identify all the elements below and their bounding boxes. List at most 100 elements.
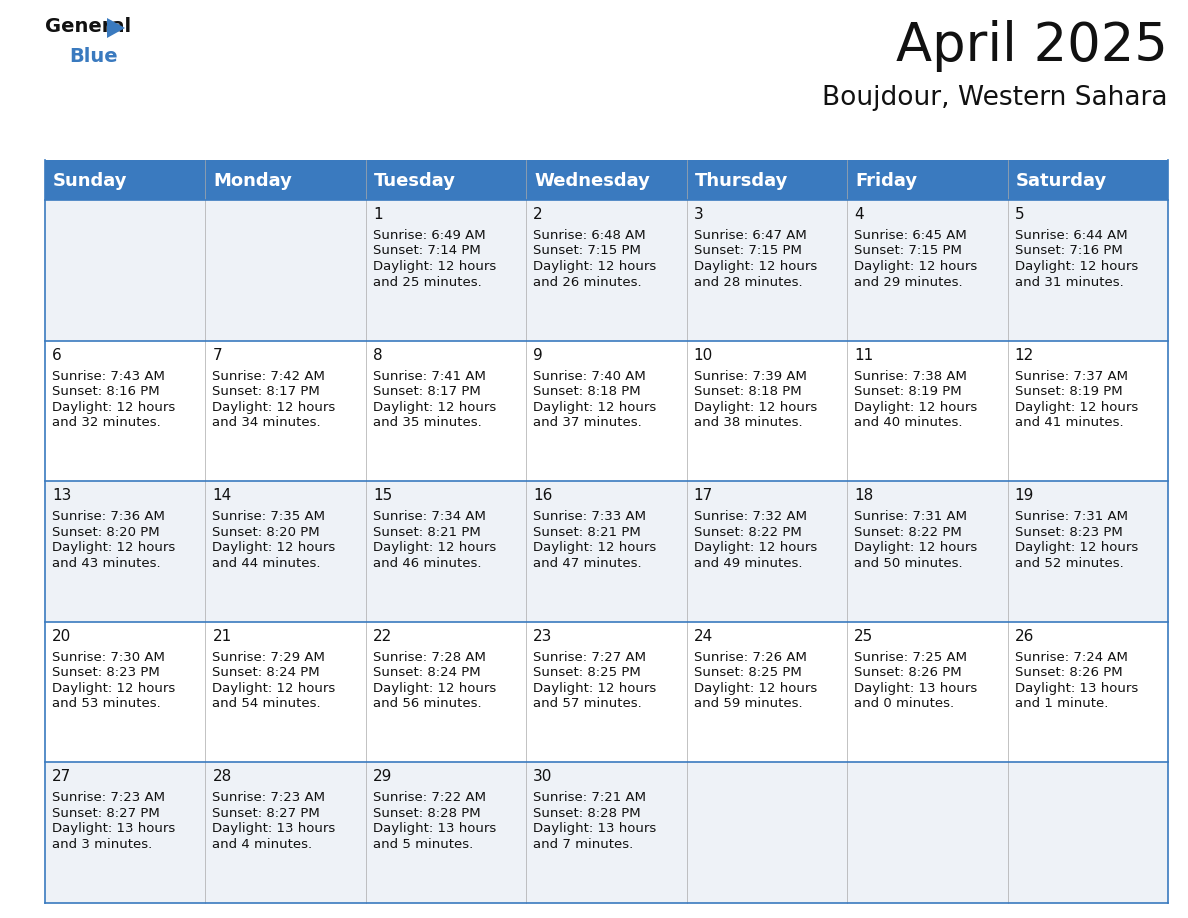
Text: Daylight: 12 hours: Daylight: 12 hours [1015,400,1138,414]
Text: Daylight: 12 hours: Daylight: 12 hours [213,400,336,414]
Text: 14: 14 [213,488,232,503]
Text: 13: 13 [52,488,71,503]
Text: Daylight: 12 hours: Daylight: 12 hours [52,542,176,554]
Text: Daylight: 12 hours: Daylight: 12 hours [373,260,497,273]
Text: Sunset: 8:22 PM: Sunset: 8:22 PM [694,526,802,539]
Text: Sunset: 8:26 PM: Sunset: 8:26 PM [1015,666,1123,679]
Text: and 0 minutes.: and 0 minutes. [854,698,954,711]
Text: and 50 minutes.: and 50 minutes. [854,556,962,570]
Text: Daylight: 12 hours: Daylight: 12 hours [213,542,336,554]
Text: and 1 minute.: and 1 minute. [1015,698,1108,711]
Text: 26: 26 [1015,629,1034,644]
Text: Sunset: 8:23 PM: Sunset: 8:23 PM [52,666,159,679]
Text: Sunset: 8:25 PM: Sunset: 8:25 PM [694,666,802,679]
Text: Daylight: 13 hours: Daylight: 13 hours [1015,682,1138,695]
Text: Saturday: Saturday [1016,172,1107,190]
Text: Thursday: Thursday [695,172,788,190]
Text: Sunrise: 7:39 AM: Sunrise: 7:39 AM [694,370,807,383]
Text: Sunrise: 7:26 AM: Sunrise: 7:26 AM [694,651,807,664]
Text: Sunset: 8:27 PM: Sunset: 8:27 PM [52,807,159,820]
Text: Sunset: 8:21 PM: Sunset: 8:21 PM [373,526,481,539]
Bar [45,481,1168,621]
Text: 28: 28 [213,769,232,784]
Text: and 44 minutes.: and 44 minutes. [213,556,321,570]
Text: Daylight: 13 hours: Daylight: 13 hours [213,823,336,835]
Text: Sunset: 8:18 PM: Sunset: 8:18 PM [694,385,802,398]
Text: Sunset: 8:22 PM: Sunset: 8:22 PM [854,526,962,539]
Text: Sunrise: 7:29 AM: Sunrise: 7:29 AM [213,651,326,664]
Text: Sunrise: 7:31 AM: Sunrise: 7:31 AM [854,510,967,523]
Text: 10: 10 [694,348,713,363]
Text: Sunrise: 7:23 AM: Sunrise: 7:23 AM [213,791,326,804]
Text: 30: 30 [533,769,552,784]
Text: Sunrise: 7:42 AM: Sunrise: 7:42 AM [213,370,326,383]
Text: Sunset: 7:15 PM: Sunset: 7:15 PM [694,244,802,258]
Bar [45,200,1168,341]
Bar [847,160,1007,200]
Text: Daylight: 13 hours: Daylight: 13 hours [533,823,657,835]
Text: Daylight: 13 hours: Daylight: 13 hours [854,682,978,695]
Text: April 2025: April 2025 [896,20,1168,72]
Text: and 34 minutes.: and 34 minutes. [213,416,321,429]
Text: and 26 minutes.: and 26 minutes. [533,275,642,288]
Text: Sunset: 8:26 PM: Sunset: 8:26 PM [854,666,962,679]
Text: and 52 minutes.: and 52 minutes. [1015,556,1124,570]
Text: and 41 minutes.: and 41 minutes. [1015,416,1123,429]
Text: Monday: Monday [214,172,292,190]
Text: and 4 minutes.: and 4 minutes. [213,838,312,851]
Text: Daylight: 12 hours: Daylight: 12 hours [854,400,978,414]
Text: 19: 19 [1015,488,1034,503]
Text: and 40 minutes.: and 40 minutes. [854,416,962,429]
Text: 20: 20 [52,629,71,644]
Text: Sunrise: 7:21 AM: Sunrise: 7:21 AM [533,791,646,804]
Text: and 7 minutes.: and 7 minutes. [533,838,633,851]
Text: and 35 minutes.: and 35 minutes. [373,416,481,429]
Text: and 57 minutes.: and 57 minutes. [533,698,642,711]
Text: Sunrise: 6:48 AM: Sunrise: 6:48 AM [533,229,646,242]
Text: Sunrise: 6:45 AM: Sunrise: 6:45 AM [854,229,967,242]
Text: 1: 1 [373,207,383,222]
Text: Sunrise: 7:23 AM: Sunrise: 7:23 AM [52,791,165,804]
Text: Daylight: 12 hours: Daylight: 12 hours [533,260,657,273]
Text: Sunset: 8:27 PM: Sunset: 8:27 PM [213,807,321,820]
Text: 3: 3 [694,207,703,222]
Text: Sunset: 8:18 PM: Sunset: 8:18 PM [533,385,640,398]
Text: and 32 minutes.: and 32 minutes. [52,416,160,429]
Bar [45,160,206,200]
Text: Friday: Friday [855,172,917,190]
Text: 18: 18 [854,488,873,503]
Text: Sunrise: 7:41 AM: Sunrise: 7:41 AM [373,370,486,383]
Text: Sunset: 8:25 PM: Sunset: 8:25 PM [533,666,642,679]
Text: Daylight: 12 hours: Daylight: 12 hours [854,542,978,554]
Text: 11: 11 [854,348,873,363]
Text: Sunset: 8:23 PM: Sunset: 8:23 PM [1015,526,1123,539]
Text: Sunrise: 7:31 AM: Sunrise: 7:31 AM [1015,510,1127,523]
Text: Daylight: 12 hours: Daylight: 12 hours [1015,542,1138,554]
Text: 23: 23 [533,629,552,644]
Text: 16: 16 [533,488,552,503]
Text: Sunset: 8:16 PM: Sunset: 8:16 PM [52,385,159,398]
Text: Daylight: 12 hours: Daylight: 12 hours [694,542,817,554]
Text: Wednesday: Wednesday [535,172,650,190]
Text: 9: 9 [533,348,543,363]
Text: and 5 minutes.: and 5 minutes. [373,838,473,851]
Text: Sunset: 8:17 PM: Sunset: 8:17 PM [213,385,321,398]
Text: Sunrise: 6:47 AM: Sunrise: 6:47 AM [694,229,807,242]
Bar [206,160,366,200]
Bar [45,341,1168,481]
Text: 29: 29 [373,769,392,784]
Text: Daylight: 13 hours: Daylight: 13 hours [52,823,176,835]
Text: Daylight: 12 hours: Daylight: 12 hours [854,260,978,273]
Text: Sunset: 8:24 PM: Sunset: 8:24 PM [373,666,480,679]
Text: 5: 5 [1015,207,1024,222]
Text: Sunrise: 7:35 AM: Sunrise: 7:35 AM [213,510,326,523]
Text: 22: 22 [373,629,392,644]
Text: 6: 6 [52,348,62,363]
Text: Sunrise: 7:22 AM: Sunrise: 7:22 AM [373,791,486,804]
Text: and 43 minutes.: and 43 minutes. [52,556,160,570]
Text: and 38 minutes.: and 38 minutes. [694,416,802,429]
Text: Sunrise: 7:43 AM: Sunrise: 7:43 AM [52,370,165,383]
Text: 27: 27 [52,769,71,784]
Bar [687,160,847,200]
Text: and 31 minutes.: and 31 minutes. [1015,275,1124,288]
